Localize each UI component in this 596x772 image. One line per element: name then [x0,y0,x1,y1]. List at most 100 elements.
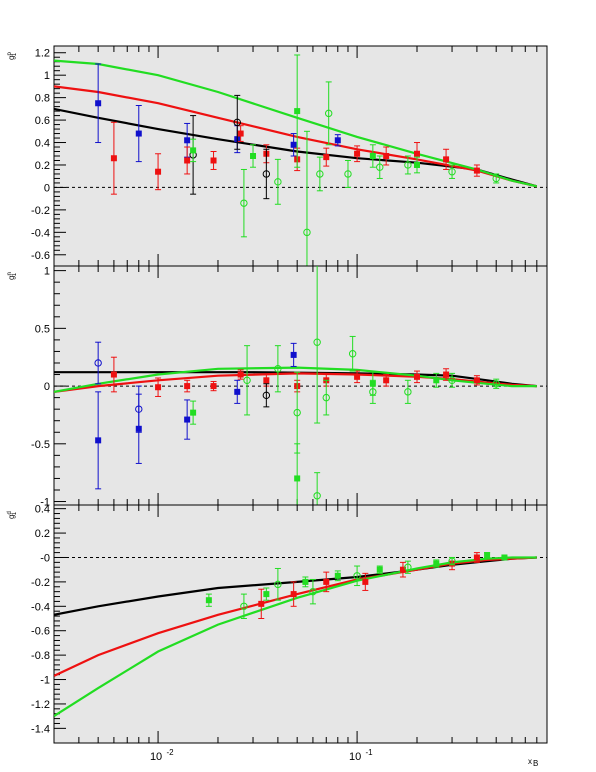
plot-content [54,54,547,266]
data-point-green [294,108,301,115]
data-point-green [263,591,270,598]
data-point-green [369,153,376,159]
data-point-red [263,377,270,384]
data-point-red [155,384,162,391]
data-point-red [258,600,265,607]
data-point-red [354,373,361,380]
y-tick-label: 0.6 [35,115,50,127]
y-tick-label: -1.2 [31,699,50,711]
data-point-red [354,150,361,157]
data-point-green-open [324,109,333,118]
y-tick-label: 1 [44,266,50,278]
data-point-green-open [448,168,456,176]
y-tick-label: -0.2 [31,577,50,589]
data-point-red [383,377,390,384]
plot-area [53,45,548,267]
data-point-red [290,591,297,598]
data-point-red [383,153,390,159]
data-point-green [433,560,440,567]
y-tick-label: -1 [40,497,50,509]
x-axis-title-sub: B [533,759,538,768]
data-point-green-open [404,161,412,169]
data-point-red [323,578,330,585]
x-tick-label-exp: -2 [167,748,175,757]
data-point-green [294,475,301,482]
data-point-red [443,371,450,378]
data-point-red [473,554,480,561]
data-point-green-open [404,563,412,571]
data-point-blue [184,137,191,144]
data-point-green [250,153,257,159]
y-tick-label: 0.4 [35,504,50,516]
data-point-blue [234,388,241,395]
panel-3: -1.4 -1.2 -1 -0.8 -0.6 -0.4 -0.2 -0 0.2 0.4 gd1 [7,504,548,744]
y-tick-label: 0.4 [35,138,50,150]
data-point-blue [95,437,102,444]
data-point-red [362,578,369,585]
data-point-blue-open [135,405,143,413]
data-point-blue-open [94,359,102,367]
data-point-red [473,377,480,384]
y-tick-label: -0.2 [31,205,50,217]
data-point-green-open [344,170,352,178]
plot-content [54,552,547,718]
y-tick-label: -0.8 [31,650,50,662]
data-point-green-open [322,393,330,402]
data-point-red [110,155,117,162]
data-point-green-open [316,170,324,178]
y-tick-label: 0 [44,182,50,194]
data-point-green-open [448,376,456,385]
data-point-green [190,409,197,416]
data-point-red [237,371,244,378]
x-axis: 10 -2 10 -1 x B [150,748,538,768]
data-point-green [334,572,341,579]
x-tick-label-base: 10 [150,751,162,763]
data-point-red [184,383,191,390]
data-point-green-open [348,350,357,358]
data-point-red [443,156,450,163]
data-point-green-open [240,199,248,207]
data-point-red [323,154,330,161]
panels: -0.6 -0.4 -0.2 0 0.2 0.4 0.6 0.8 1 1.2 gp1 -1 -0.5 0 0… [7,45,548,744]
data-point-red [184,157,191,164]
data-point-green-open [313,492,321,500]
data-point-green-open [309,587,317,596]
data-point-red [399,566,406,573]
data-point-black-open [262,391,271,400]
y-tick-label: -0.6 [31,250,50,262]
data-point-green [433,377,440,384]
data-point-red [413,150,420,157]
y-tick-label: 0.5 [35,323,50,335]
y-tick-label: -0.6 [31,626,50,638]
data-point-blue [290,351,297,358]
y-tick-label: -0.5 [31,439,50,451]
y-axis-title: gp1 [7,52,18,60]
data-point-green [190,147,197,154]
plot-area [53,265,548,506]
data-point-green-open [293,408,301,417]
plot-area [53,504,548,744]
y-tick-label: 0.2 [35,528,50,540]
data-point-red [473,167,480,174]
y-tick-label: 0.8 [35,93,50,105]
data-point-red [210,157,217,164]
y-tick-label: -0 [40,552,50,564]
data-point-green [413,161,420,168]
panel-2: -1 -0.5 0 0.5 1 gn1 [7,265,548,509]
data-point-black-open [262,170,271,178]
x-tick-label-base: 10 [349,751,361,763]
data-point-red [110,371,117,378]
data-point-blue [184,416,191,423]
data-point-green-open [492,380,500,388]
y-tick-label: 1.2 [35,48,50,60]
data-point-blue [334,137,341,144]
data-point-green-open [274,178,282,186]
data-point-green-open [404,388,412,396]
y-tick-label: -1 [40,675,50,687]
data-point-red [413,373,420,380]
data-point-red [155,168,162,175]
y-axis-title: gn1 [7,272,18,280]
x-axis-title: x [528,757,532,766]
data-point-green [302,578,309,585]
